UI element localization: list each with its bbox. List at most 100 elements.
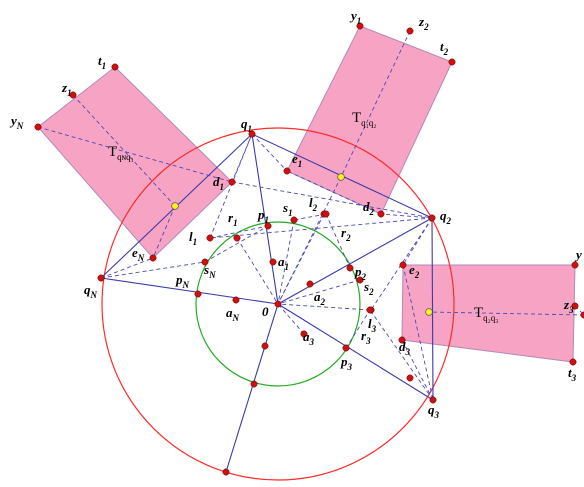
point-p2 bbox=[346, 264, 354, 272]
label-l2: l2 bbox=[309, 195, 318, 213]
line-q2-O bbox=[277, 217, 433, 305]
label-d2: d2 bbox=[363, 199, 375, 217]
label-pN: pN bbox=[175, 272, 190, 290]
label-aN: aN bbox=[226, 305, 240, 323]
line-qN-O bbox=[100, 277, 279, 305]
point-p1 bbox=[264, 222, 272, 230]
point-a1 bbox=[269, 258, 277, 266]
label-T_q1q2: Tq₁q₂ bbox=[352, 110, 376, 128]
label-r3: r3 bbox=[361, 328, 371, 346]
dashed-l1-q1 bbox=[209, 133, 253, 239]
dashed-q1-e1 bbox=[251, 133, 288, 172]
point-q1 bbox=[248, 130, 256, 138]
label-z3: z3 bbox=[563, 297, 574, 315]
dashed-l2-p2 bbox=[325, 213, 351, 269]
dashed-mid1-eN bbox=[152, 205, 176, 259]
label-q1: q1 bbox=[241, 116, 252, 134]
label-t1: t1 bbox=[98, 53, 106, 71]
point-l2 bbox=[322, 210, 330, 218]
point-d1 bbox=[228, 178, 236, 186]
dashed-q1-d1 bbox=[231, 133, 253, 183]
label-s1: s1 bbox=[282, 200, 293, 218]
point-l1 bbox=[206, 234, 214, 242]
label-qN: qN bbox=[84, 282, 98, 300]
dashed-mid2-O bbox=[277, 176, 342, 305]
dashed-qN-eN bbox=[100, 257, 154, 279]
dashed-q2-r3 bbox=[370, 217, 433, 311]
label-q3: q3 bbox=[428, 402, 440, 420]
dashed-s2-O bbox=[277, 279, 361, 305]
point-l3 bbox=[366, 306, 374, 314]
point-gL bbox=[261, 342, 269, 350]
point-eN bbox=[149, 254, 157, 262]
point-yN bbox=[34, 123, 42, 131]
dashed-sN-p1 bbox=[204, 225, 269, 263]
label-d3: d3 bbox=[399, 339, 411, 357]
point-O bbox=[274, 300, 282, 308]
dashed-r2-O bbox=[277, 213, 325, 305]
line-q1-O bbox=[251, 133, 279, 305]
outer-circle bbox=[101, 127, 455, 481]
label-z2: z2 bbox=[418, 14, 429, 32]
point-d2 bbox=[377, 210, 385, 218]
dashed-z2-mid2 bbox=[340, 30, 411, 178]
label-r2: r2 bbox=[341, 225, 351, 243]
line-q3-O bbox=[277, 303, 434, 401]
point-p3 bbox=[342, 344, 350, 352]
label-eN: eN bbox=[132, 245, 145, 263]
point-d3 bbox=[398, 336, 406, 344]
label-a2: a2 bbox=[314, 289, 326, 307]
dashed-q3-l3 bbox=[369, 309, 434, 401]
label-e2: e2 bbox=[409, 262, 420, 280]
label-p2: p2 bbox=[354, 264, 367, 282]
label-sN: sN bbox=[203, 262, 216, 280]
label-z1: z1 bbox=[61, 80, 72, 98]
label-t2: t2 bbox=[440, 39, 449, 57]
dashed-l1-p1 bbox=[209, 225, 269, 239]
label-r1: r1 bbox=[228, 210, 238, 228]
dashed-q2-l1 bbox=[209, 217, 433, 239]
point-y1 bbox=[356, 22, 364, 30]
dashed-e2-q3 bbox=[402, 264, 434, 401]
label-y3: y bbox=[574, 247, 582, 262]
center-point-mid1 bbox=[171, 202, 179, 210]
point-qN bbox=[97, 274, 105, 282]
label-T_qNq1: Tqɴq₁ bbox=[108, 144, 134, 162]
label-l3: l3 bbox=[368, 316, 377, 334]
label-e1: e1 bbox=[292, 151, 302, 169]
point-z3 bbox=[571, 302, 579, 310]
point-a3 bbox=[300, 330, 308, 338]
point-t2 bbox=[448, 58, 456, 66]
point-aN bbox=[232, 296, 240, 304]
point-gR bbox=[406, 374, 414, 382]
label-T_q2q3: Tq₂q₃ bbox=[474, 305, 498, 323]
point-gB bbox=[250, 380, 258, 388]
label-d1: d1 bbox=[213, 174, 224, 192]
dashed-d2-e1 bbox=[286, 170, 382, 215]
center-point-mid3 bbox=[425, 308, 433, 316]
point-sN bbox=[201, 258, 209, 266]
dashed-l2-s1 bbox=[293, 213, 327, 221]
line-q2-q3 bbox=[431, 217, 434, 401]
point-q3 bbox=[429, 396, 437, 404]
point-t3 bbox=[569, 358, 577, 366]
point-q2 bbox=[428, 214, 436, 222]
point-e1 bbox=[283, 167, 291, 175]
label-a1: a1 bbox=[278, 254, 289, 272]
point-e2 bbox=[399, 261, 407, 269]
point-y3 bbox=[571, 261, 579, 269]
line-O-bottom bbox=[225, 303, 279, 473]
inner-circle bbox=[195, 221, 361, 387]
dashed-qN-sN bbox=[100, 261, 206, 279]
center-point-mid2 bbox=[337, 173, 345, 181]
label-p3: p3 bbox=[340, 354, 353, 372]
point-pN bbox=[194, 290, 202, 298]
dashed-s1-O bbox=[277, 219, 295, 305]
label-a3: a3 bbox=[303, 329, 315, 347]
label-p1: p1 bbox=[257, 207, 269, 225]
label-q2: q2 bbox=[440, 208, 452, 226]
point-r1 bbox=[233, 234, 241, 242]
label-O: 0 bbox=[262, 304, 269, 319]
label-y1: y1 bbox=[349, 8, 361, 26]
